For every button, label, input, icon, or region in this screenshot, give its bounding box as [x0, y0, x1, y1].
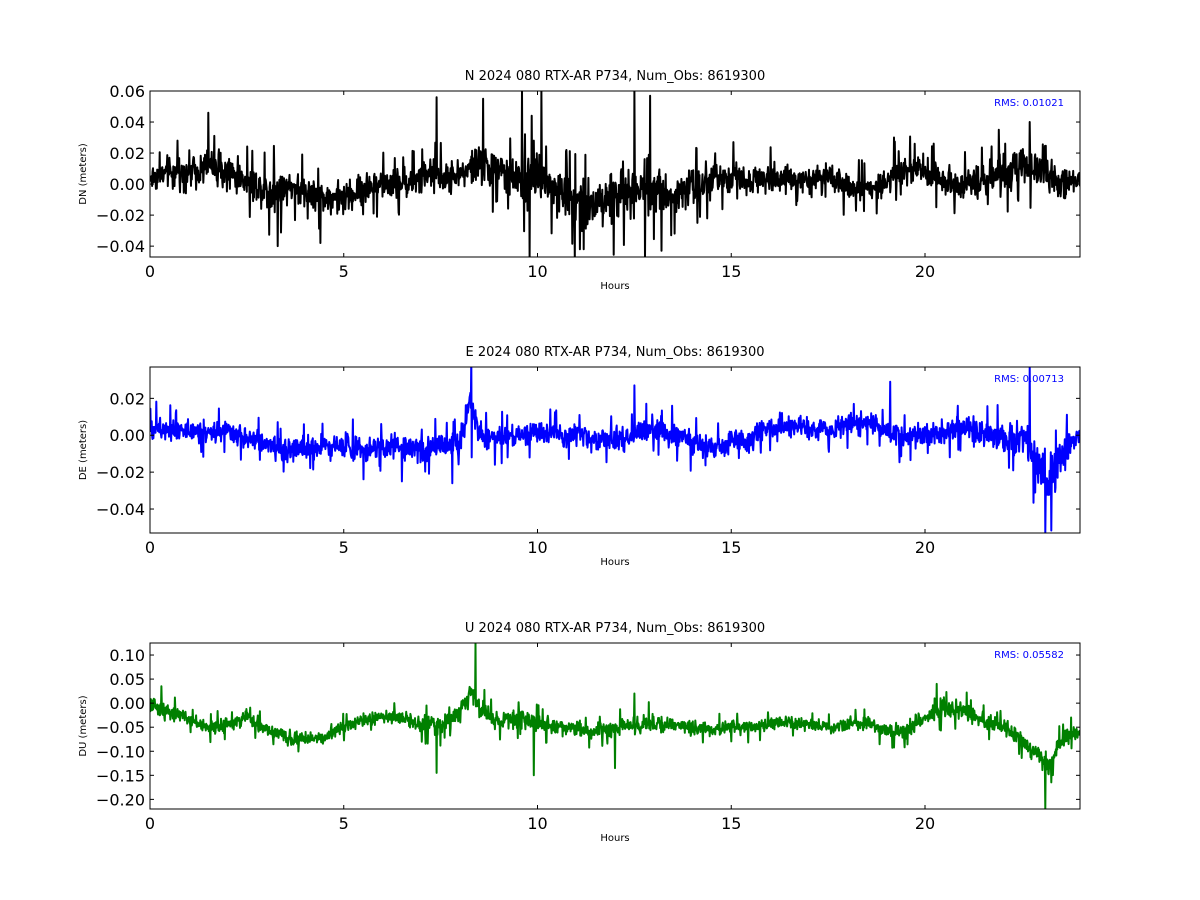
y-tick-label: 0.02: [109, 144, 145, 163]
rms-annotation: RMS: 0.01021: [994, 98, 1064, 109]
y-tick-label: −0.02: [96, 463, 145, 482]
y-tick-label: −0.02: [96, 206, 145, 225]
x-tick-label: 15: [721, 538, 741, 557]
y-tick-label: 0.02: [109, 389, 145, 408]
subplot-e: 0 5 10 15 20 −0.04 −0.02 0.00 0.02 E 2024 080 RTX…: [78, 345, 1081, 568]
x-tick-label: 20: [915, 538, 935, 557]
y-tick-label: 0.06: [109, 82, 145, 101]
x-tick-label: 20: [915, 814, 935, 833]
x-axis-label: Hours: [600, 833, 629, 844]
x-tick-label: 10: [527, 262, 547, 281]
y-axis-label: DN (meters): [78, 143, 89, 205]
x-tick-label: 0: [145, 262, 155, 281]
axes-frame: [149, 366, 1081, 534]
y-tick-label: 0.10: [109, 646, 145, 665]
y-axis-label: DU (meters): [78, 695, 89, 756]
x-tick-label: 5: [339, 262, 349, 281]
subplot-n: 0 5 10 15 20 −0.04 −0.02 0.00 0.02 0.04 0.06 N 2024…: [78, 69, 1081, 292]
y-tick-label: −0.10: [96, 742, 145, 761]
series-line: [150, 643, 1080, 809]
y-tick-label: 0.00: [109, 694, 145, 713]
x-tick-label: 10: [527, 538, 547, 557]
y-tick-label: 0.00: [109, 426, 145, 445]
subplot-title: U 2024 080 RTX-AR P734, Num_Obs: 8619300: [465, 621, 765, 636]
y-axis-label: DE (meters): [78, 420, 89, 480]
y-tick-label: −0.15: [96, 766, 145, 785]
y-tick-label: −0.20: [96, 790, 145, 809]
rms-annotation: RMS: 0.00713: [994, 374, 1064, 385]
rms-annotation: RMS: 0.05582: [994, 650, 1064, 661]
x-axis-label: Hours: [600, 557, 629, 568]
y-tick-label: 0.00: [109, 175, 145, 194]
y-tick-label: −0.04: [96, 500, 145, 519]
x-tick-label: 10: [527, 814, 547, 833]
y-tick-label: −0.05: [96, 718, 145, 737]
x-tick-label: 0: [145, 538, 155, 557]
x-tick-label: 0: [145, 814, 155, 833]
subplot-title: E 2024 080 RTX-AR P734, Num_Obs: 8619300: [466, 345, 765, 360]
x-axis-label: Hours: [600, 281, 629, 292]
y-tick-label: 0.04: [109, 113, 145, 132]
y-tick-label: 0.05: [109, 670, 145, 689]
axes-frame: [149, 90, 1081, 258]
x-tick-label: 15: [721, 262, 741, 281]
subplot-title: N 2024 080 RTX-AR P734, Num_Obs: 8619300: [465, 69, 765, 84]
y-tick-label: −0.04: [96, 237, 145, 256]
x-tick-label: 5: [339, 538, 349, 557]
x-tick-label: 20: [915, 262, 935, 281]
axes-frame: [149, 642, 1081, 810]
x-tick-label: 15: [721, 814, 741, 833]
subplot-u: 0 5 10 15 20 −0.20 −0.15 −0.10 −0.05 0.00 0.05 0.10…: [78, 621, 1081, 844]
x-tick-label: 5: [339, 814, 349, 833]
series-line: [150, 91, 1080, 257]
series-line: [150, 367, 1080, 533]
